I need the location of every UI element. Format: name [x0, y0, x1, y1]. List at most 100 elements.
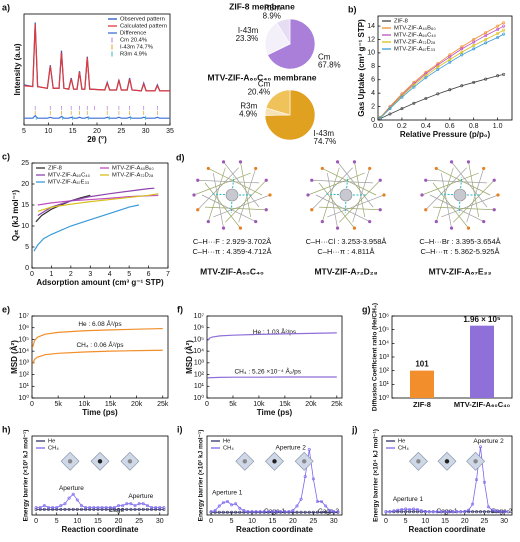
x-tick-label: 0.8 — [469, 123, 479, 130]
point — [137, 507, 141, 511]
x-tick-label: 30 — [156, 518, 164, 525]
point — [287, 510, 291, 514]
point — [436, 68, 440, 72]
y-tick-label: 10⁰ — [193, 394, 204, 402]
x-tick-label: MTV-ZIF-A₆₀C₄₀ — [454, 400, 510, 409]
framework-atom — [310, 208, 314, 212]
point — [502, 24, 506, 28]
point — [234, 502, 238, 506]
plot-frame — [31, 435, 169, 516]
legend-label: Observed pattern — [120, 17, 165, 23]
point — [283, 510, 287, 514]
x-tick-label: 15 — [441, 518, 449, 525]
point — [125, 502, 129, 506]
plot-frame — [377, 15, 513, 121]
panel-label: c) — [2, 151, 10, 161]
plot-frame — [31, 162, 169, 269]
molecule-inset — [416, 459, 421, 464]
point — [96, 507, 100, 511]
framework-atom — [378, 208, 382, 212]
y-tick-label: 10 — [367, 50, 375, 57]
framework-atom — [196, 178, 200, 182]
framework-atom — [335, 226, 340, 230]
point — [303, 475, 307, 479]
pie-slice — [267, 18, 316, 70]
point — [125, 507, 129, 511]
point — [254, 510, 258, 514]
point — [225, 510, 229, 514]
y-tick-label: 20 — [21, 181, 29, 188]
y-tick-label: 10² — [19, 371, 30, 378]
point — [129, 507, 133, 511]
point — [221, 501, 225, 505]
point — [100, 505, 104, 509]
point — [266, 510, 270, 514]
point — [502, 28, 506, 32]
point — [275, 510, 279, 514]
framework-bond — [425, 167, 467, 210]
x-tick-label: 25 — [309, 518, 317, 525]
point — [378, 116, 382, 120]
x-tick-label: 25k — [331, 401, 343, 408]
point — [478, 510, 482, 514]
point — [324, 510, 328, 514]
point — [415, 508, 419, 512]
point — [279, 510, 283, 514]
x-tick-label: 0.6 — [445, 123, 455, 130]
framework-atom — [238, 160, 243, 164]
molecule-inset — [242, 459, 247, 464]
x-tick-label: 0 — [384, 518, 388, 525]
x-axis-title: Reaction coordinate — [236, 525, 313, 534]
framework-bond — [197, 179, 260, 184]
x-axis-title: Relative Pressure (p/p₀) — [400, 130, 491, 139]
point — [59, 504, 63, 508]
framework-atom — [310, 178, 314, 182]
legend-label: He — [398, 439, 405, 445]
point — [448, 88, 452, 92]
annotation: Aperture 1 — [393, 496, 424, 503]
y-tick-label: 10⁵ — [378, 327, 389, 334]
y-tick-label: 10⁵ — [18, 336, 29, 343]
framework-bond — [318, 182, 355, 229]
pie-slice — [276, 18, 291, 46]
point — [75, 507, 79, 511]
legend-label: MTV-ZIF-A₄₀B₆₀ — [394, 26, 436, 32]
point — [472, 40, 476, 44]
x-tick-label: 20 — [289, 518, 297, 525]
point — [117, 504, 121, 508]
framework-bond — [429, 194, 484, 222]
annotation: CH₄ : 0.06 Å²/ps — [76, 340, 124, 349]
framework-bond — [354, 161, 366, 217]
framework-bond — [223, 161, 260, 208]
x-tick-label: 5 — [404, 518, 408, 525]
point — [209, 510, 213, 514]
y-tick-label: 10⁷ — [194, 313, 205, 320]
framework-bond — [436, 168, 491, 196]
line-series — [380, 73, 504, 120]
point — [121, 504, 125, 508]
point — [412, 510, 416, 514]
x-tick-label: 5 — [55, 518, 59, 525]
framework-bond — [311, 179, 374, 184]
x-tick-label: 0 — [30, 401, 34, 408]
legend-label: CH₄ — [48, 446, 59, 452]
molecule-inset — [444, 459, 450, 464]
point — [117, 507, 121, 511]
framework-bond — [432, 182, 469, 229]
y-tick-label: 10³ — [379, 354, 390, 361]
y-tick-label: 10² — [194, 371, 205, 378]
point — [71, 507, 75, 511]
point — [448, 60, 452, 64]
y-tick-label: 0 — [371, 117, 375, 124]
molecule-inset — [473, 459, 478, 464]
point — [38, 505, 42, 509]
y-tick-label: 10⁶ — [18, 325, 29, 332]
point — [498, 509, 502, 513]
point — [459, 510, 463, 514]
point — [490, 510, 494, 514]
point — [230, 510, 234, 514]
point — [79, 504, 83, 508]
line-series — [210, 449, 338, 513]
point — [482, 510, 486, 514]
point — [246, 510, 250, 514]
